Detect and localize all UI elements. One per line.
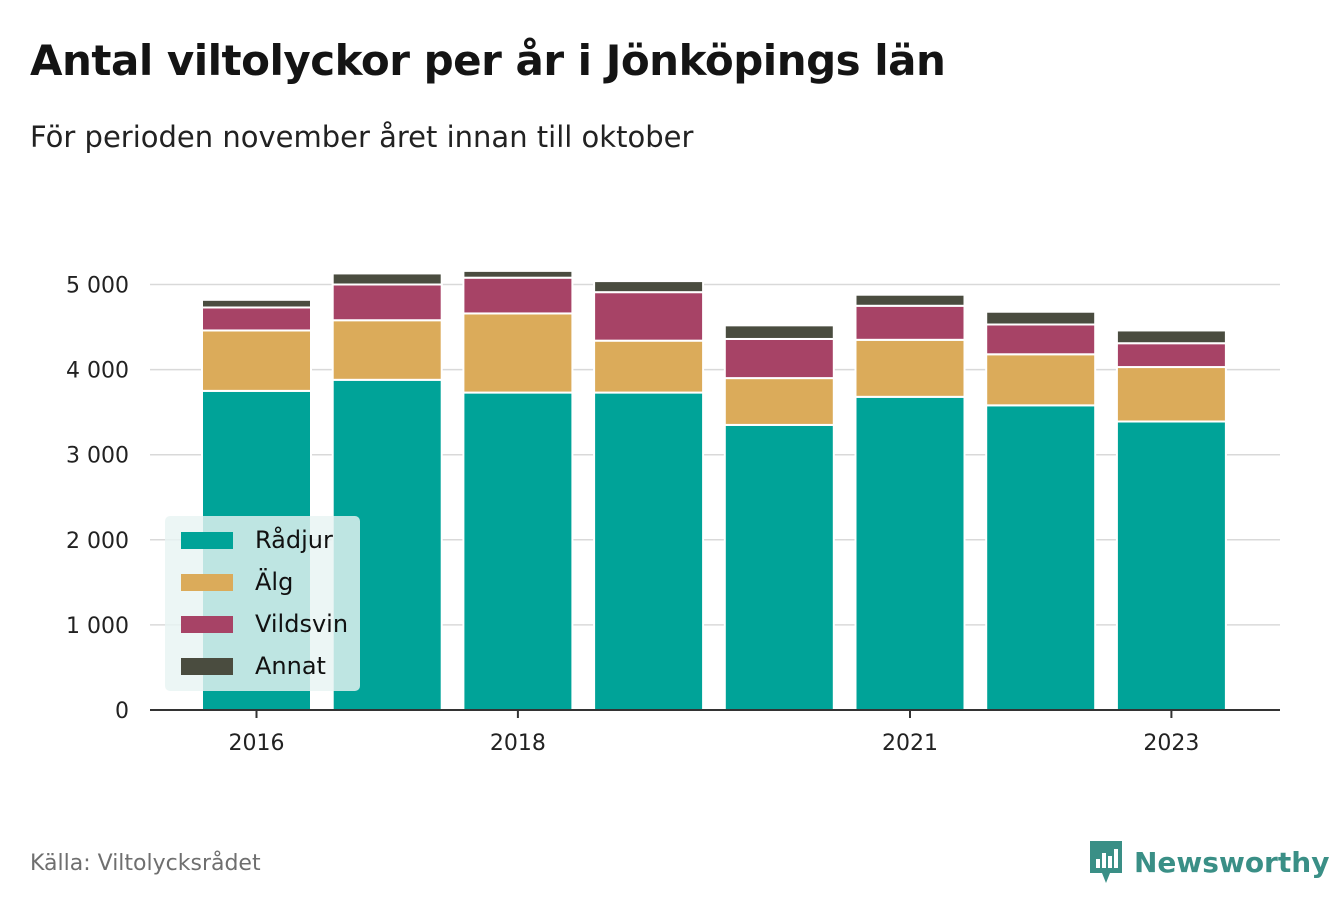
x-tick-label: 2021 (882, 731, 938, 756)
bar-segment (1115, 420, 1227, 711)
y-tick-label: 5 000 (66, 274, 129, 299)
legend-box (165, 516, 360, 691)
bar-segment (201, 298, 312, 309)
legend-swatch (181, 616, 233, 633)
y-tick-label: 4 000 (66, 359, 129, 384)
brand-name: Newsworthy (1134, 845, 1330, 879)
bar-segment (854, 338, 966, 398)
legend-swatch (181, 532, 233, 549)
bar-segment (723, 423, 835, 711)
bar-segment (854, 293, 966, 307)
x-tick-label: 2023 (1143, 731, 1199, 756)
chart-title: Antal viltolyckor per år i Jönköpings lä… (30, 36, 946, 85)
source-note: Källa: Viltolycksrådet (30, 851, 261, 876)
bar-segment (331, 283, 443, 322)
bar-segment (593, 291, 705, 342)
legend-label: Rådjur (255, 525, 333, 554)
bar-segment (854, 395, 966, 711)
bar-segment (723, 377, 835, 426)
y-tick-label: 2 000 (66, 529, 129, 554)
bar-segment (985, 323, 1097, 356)
legend-label: Vildsvin (255, 610, 348, 638)
brand[interactable]: Newsworthy (1088, 838, 1329, 886)
bar-segment (1115, 342, 1227, 369)
bar-segment (985, 404, 1097, 711)
x-tick-label: 2016 (229, 731, 285, 756)
bar-segment (462, 269, 574, 279)
y-tick-label: 3 000 (66, 444, 129, 469)
bar-segment (201, 329, 312, 392)
bar-segment (854, 304, 966, 341)
y-tick-label: 0 (115, 699, 129, 724)
legend-swatch (181, 574, 233, 591)
bar-segment (1115, 366, 1227, 423)
bar-segment (201, 306, 312, 332)
legend: Rådjur Älg Vildsvin Annat (165, 516, 360, 691)
bar-segment (723, 337, 835, 380)
bar-segment (593, 280, 705, 294)
x-tick-label: 2018 (490, 731, 546, 756)
bar-segment (1115, 329, 1227, 345)
y-tick-label: 1 000 (66, 614, 129, 639)
chart-subtitle: För perioden november året innan till ok… (30, 120, 694, 154)
bar-segment (593, 391, 705, 711)
bar-segment (462, 391, 574, 711)
bar-segment (985, 310, 1097, 326)
bar-segment (462, 276, 574, 315)
bar-segment (985, 353, 1097, 407)
legend-label: Älg (255, 567, 293, 596)
legend-swatch (181, 658, 233, 675)
legend-label: Annat (255, 652, 326, 680)
bar-segment (593, 339, 705, 394)
bar-segment (462, 312, 574, 394)
axes: 0 1 000 2 000 3 000 4 000 5 000 2016 2018 2021 20… (66, 274, 1280, 756)
bar-segment (331, 319, 443, 381)
newsworthy-logo-icon (1090, 841, 1122, 883)
bar-segment (723, 324, 835, 340)
bar-segment (331, 272, 443, 286)
